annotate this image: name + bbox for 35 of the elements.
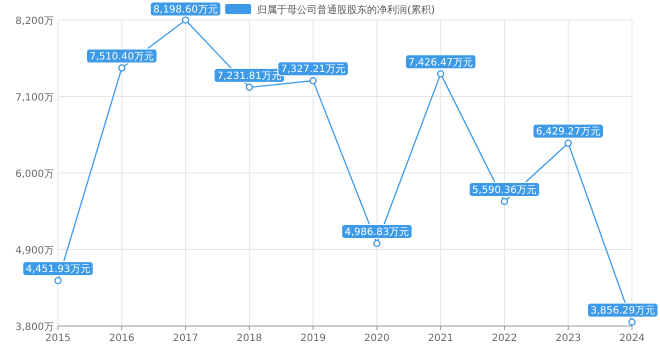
y-tick-label: 8,200万	[15, 16, 54, 27]
data-label: 7,426.47万元	[408, 57, 473, 68]
data-label: 5,590.36万元	[472, 184, 537, 196]
y-tick-label: 3,800万	[15, 322, 54, 333]
point	[373, 240, 381, 248]
point	[309, 77, 317, 84]
point	[500, 198, 508, 206]
data-label: 7,510.40万元	[90, 51, 154, 62]
point	[437, 70, 444, 78]
data-label: 4,986.83万元	[344, 226, 410, 238]
point	[564, 139, 572, 147]
point	[118, 64, 126, 72]
x-tick-label: 2019	[300, 333, 326, 344]
data-label: 4,451.93万元	[26, 264, 90, 276]
x-tick-label: 2016	[109, 333, 135, 344]
data-label: 7,327.21万元	[280, 64, 346, 76]
x-tick-label: 2021	[428, 333, 454, 344]
point	[182, 16, 190, 24]
data-label: 3,856.29万元	[590, 306, 655, 317]
y-tick-label: 4,900万	[15, 246, 54, 256]
point	[246, 84, 253, 91]
x-tick-label: 2022	[492, 333, 518, 344]
x-tick-label: 2015	[45, 333, 71, 344]
x-tick-label: 2020	[364, 333, 390, 344]
x-tick-label: 2024	[619, 333, 645, 344]
legend-label: 归属于母公司普通股股东的净利润(累积)	[257, 4, 435, 16]
y-tick-label: 6,000万	[15, 169, 54, 180]
x-tick-label: 2018	[236, 333, 262, 344]
point	[628, 318, 636, 326]
x-tick-label: 2017	[172, 333, 198, 344]
data-label: 8,198.60万元	[153, 4, 218, 16]
x-tick-label: 2023	[555, 333, 581, 344]
y-tick-label: 7,100万	[15, 92, 54, 104]
point	[54, 277, 62, 284]
data-label: 6,429.27万元	[536, 126, 600, 138]
